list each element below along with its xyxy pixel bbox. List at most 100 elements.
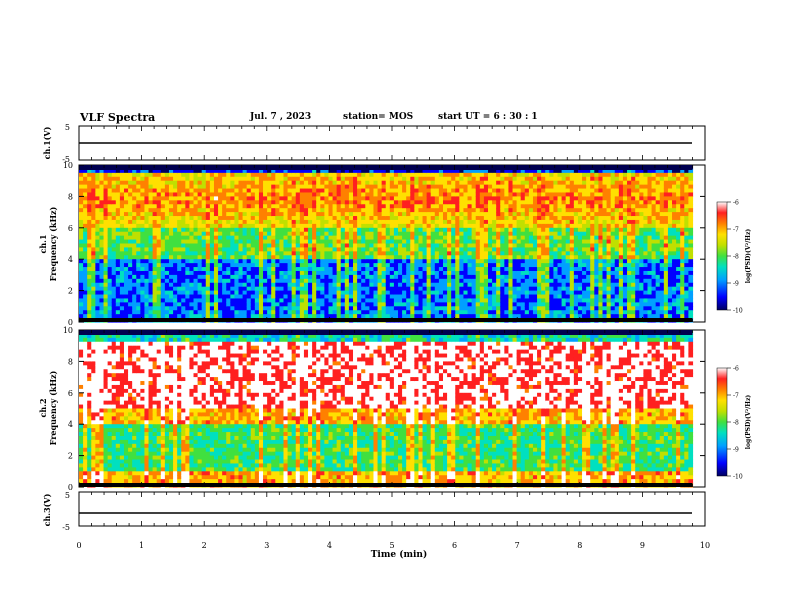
spectrogram-cell (426, 302, 432, 307)
spectrogram-cell (426, 172, 432, 178)
spectrogram-cell (492, 310, 497, 315)
spectrogram-cell (471, 270, 477, 276)
spectrogram-cell (230, 192, 236, 197)
spectrogram-cell (483, 306, 489, 311)
spectrogram-cell (569, 255, 575, 260)
spectrogram-cell (549, 231, 555, 237)
spectrogram-cell (463, 200, 469, 205)
spectrogram-cell (504, 204, 510, 209)
spectrogram-cell (426, 274, 432, 280)
spectrogram-cell (340, 251, 346, 256)
spectrogram-cell (132, 306, 137, 311)
spectrogram-cell (222, 274, 227, 280)
spectrogram-cell (492, 263, 497, 268)
spectrogram-cell (156, 204, 162, 209)
spectrogram-cell (373, 306, 379, 311)
spectrogram-cell (373, 184, 379, 190)
spectrogram-cell (254, 302, 260, 307)
spectrogram-cell (144, 306, 150, 311)
spectrogram-cell (308, 302, 313, 307)
spectrogram-cell (95, 192, 101, 197)
spectrogram-cell (123, 216, 129, 221)
spectrogram-cell (422, 200, 428, 205)
spectrogram-cell (430, 302, 436, 307)
spectrogram-cell (312, 223, 317, 229)
spectrogram-cell (524, 263, 530, 268)
spectrogram-cell (569, 282, 575, 288)
spectrogram-cell (275, 208, 280, 213)
spectrogram-cell (467, 243, 473, 249)
spectrogram-cell (500, 216, 505, 221)
spectrogram-cell (377, 168, 383, 174)
spectrogram-cell (447, 212, 452, 217)
spectrogram-cell (287, 180, 293, 186)
spectrogram-cell (336, 298, 342, 303)
spectrogram-cell (205, 212, 211, 217)
spectrogram-cell (258, 302, 264, 307)
spectrogram-cell (111, 235, 117, 241)
spectrogram-cell (438, 216, 444, 221)
spectrogram-cell (381, 196, 387, 201)
spectrogram-cell (553, 180, 559, 186)
spectrogram-cell (340, 247, 346, 252)
spectrogram-cell (140, 219, 146, 225)
spectrogram-cell (406, 306, 411, 311)
spectrogram-cell (303, 196, 309, 201)
spectrogram-cell (95, 263, 101, 268)
spectrogram-cell (332, 306, 338, 311)
spectrogram-cell (258, 298, 264, 303)
spectrogram-cell (381, 267, 387, 272)
spectrogram-cell (336, 188, 342, 194)
spectrogram-cell (483, 243, 489, 249)
spectrogram-cell (222, 270, 227, 276)
spectrogram-cell (328, 231, 334, 237)
spectrogram-cell (541, 204, 546, 209)
spectrogram-cell (357, 188, 362, 194)
spectrogram-cell (348, 255, 354, 260)
spectrogram-cell (324, 243, 330, 249)
spectrogram-cell (348, 168, 354, 174)
spectrogram-cell (418, 306, 424, 311)
spectrogram-cell (128, 251, 133, 256)
spectrogram-cell (320, 239, 325, 245)
spectrogram-cell (438, 302, 444, 307)
spectrogram-cell (348, 259, 354, 264)
spectrogram-cell (95, 243, 101, 249)
spectrogram-cell (447, 314, 452, 319)
spectrogram-cell (582, 208, 587, 213)
spectrogram-cell (279, 259, 285, 264)
spectrogram-cell (573, 294, 579, 300)
spectrogram-cell (365, 223, 370, 229)
spectrogram-cell (177, 180, 182, 186)
spectrogram-cell (418, 231, 424, 237)
spectrogram-cell (316, 180, 321, 186)
spectrogram-cell (136, 168, 141, 174)
spectrogram-cell (398, 243, 403, 249)
spectrogram-cell (79, 306, 84, 311)
spectrogram-cell (582, 286, 587, 292)
spectrogram-cell (275, 314, 280, 319)
spectrogram-cell (483, 298, 489, 303)
spectrogram-cell (496, 255, 501, 260)
spectrogram-cell (213, 298, 219, 303)
spectrogram-cell (545, 204, 550, 209)
spectrogram-cell (197, 223, 203, 229)
spectrogram-cell (222, 302, 227, 307)
spectrogram-cell (242, 208, 248, 213)
spectrogram-cell (410, 184, 415, 190)
spectrogram-cell (295, 172, 301, 178)
spectrogram-cell (123, 247, 129, 252)
spectrogram-cell (111, 259, 117, 264)
spectrogram-cell (275, 212, 280, 217)
spectrogram-cell (123, 243, 129, 249)
spectrogram-cell (426, 294, 432, 300)
spectrogram-cell (479, 172, 485, 178)
spectrogram-cell (148, 184, 154, 190)
spectrogram-cell (316, 278, 321, 284)
spectrogram-cell (377, 239, 383, 245)
spectrogram-cell (520, 196, 526, 201)
spectrogram-cell (406, 172, 411, 178)
spectrogram-cell (467, 212, 473, 217)
spectrogram-cell (238, 286, 244, 292)
spectrogram-cell (279, 223, 285, 229)
